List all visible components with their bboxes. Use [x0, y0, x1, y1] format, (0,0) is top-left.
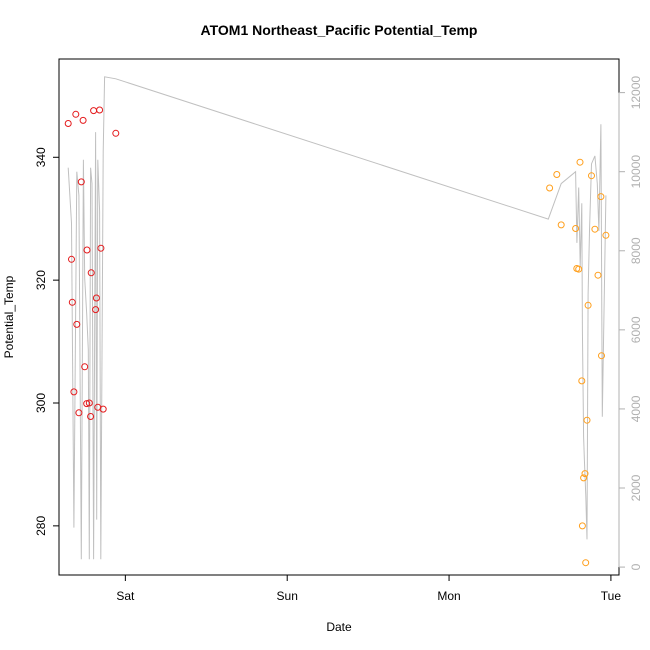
data-point: [588, 172, 595, 180]
data-point: [597, 193, 605, 201]
y-axis-left: 280 300 320 340: [34, 147, 60, 536]
data-point: [591, 225, 599, 233]
data-point: [578, 377, 586, 385]
y-tick-label: 340: [34, 147, 48, 167]
data-point: [112, 129, 120, 137]
data-point: [598, 352, 605, 360]
data-point: [602, 231, 610, 239]
data-point: [73, 320, 81, 328]
y2-tick-label: 10000: [629, 155, 643, 189]
data-point: [72, 110, 80, 118]
y-axis-right: 0 2000 4000 6000 8000 10000 12000: [618, 76, 643, 570]
y-tick-label: 320: [34, 270, 48, 290]
y-axis-label: Potential_Temp: [2, 275, 16, 358]
data-point: [583, 416, 591, 424]
data-point: [83, 400, 91, 408]
data-point: [92, 306, 100, 314]
data-point: [546, 184, 554, 192]
data-point: [75, 409, 83, 417]
y2-tick-label: 4000: [629, 395, 643, 422]
data-point: [87, 413, 95, 420]
data-point: [572, 225, 580, 232]
data-point: [553, 171, 561, 178]
series-line: [67, 76, 607, 560]
x-tick-label: Sat: [116, 589, 135, 603]
y2-tick-label: 12000: [629, 76, 643, 110]
y-tick-label: 280: [34, 516, 48, 536]
line-layer: [67, 76, 607, 560]
data-point: [99, 405, 107, 413]
data-point: [594, 271, 602, 279]
chart-title: ATOM1 Northeast_Pacific Potential_Temp: [201, 22, 478, 38]
y2-tick-label: 8000: [629, 237, 643, 264]
data-point: [87, 269, 95, 277]
data-point: [580, 474, 588, 482]
data-point: [557, 221, 565, 229]
data-point: [81, 363, 89, 371]
data-point: [83, 246, 91, 254]
x-tick-label: Mon: [437, 589, 460, 603]
y2-tick-label: 0: [629, 563, 643, 570]
y2-tick-label: 6000: [629, 316, 643, 343]
data-point: [77, 178, 85, 186]
data-point: [575, 265, 583, 273]
data-point: [85, 399, 93, 407]
data-point: [96, 106, 104, 114]
data-point: [68, 255, 75, 263]
y2-tick-label: 2000: [629, 474, 643, 501]
x-axis-label: Date: [326, 620, 352, 634]
points-layer: [64, 106, 610, 567]
data-point: [581, 470, 589, 478]
data-point: [70, 388, 78, 396]
y-tick-label: 300: [34, 393, 48, 413]
data-point: [578, 522, 586, 530]
data-point: [68, 298, 76, 306]
x-axis: Sat Sun Mon Tue: [116, 574, 622, 603]
data-point: [64, 120, 72, 127]
data-point: [92, 294, 100, 302]
data-point: [584, 301, 592, 309]
data-point: [582, 559, 590, 567]
x-tick-label: Tue: [601, 589, 622, 603]
data-point: [576, 158, 584, 166]
data-point: [79, 116, 87, 124]
data-point: [97, 244, 105, 252]
x-tick-label: Sun: [277, 589, 298, 603]
